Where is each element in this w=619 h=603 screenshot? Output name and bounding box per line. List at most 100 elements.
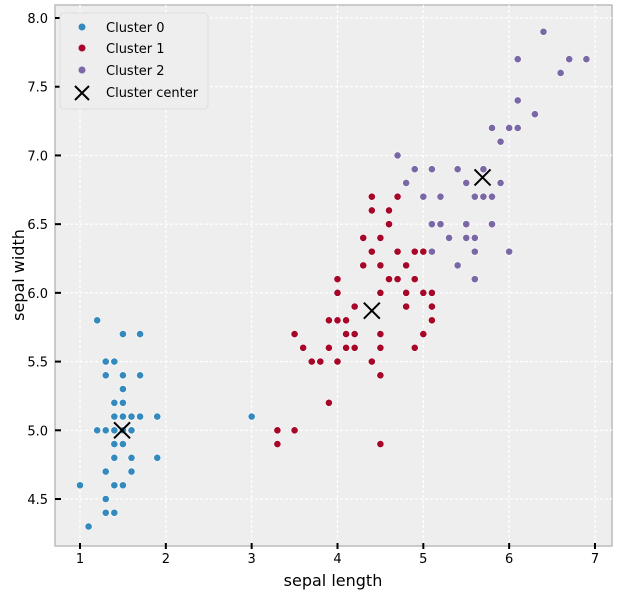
cluster-center-1 bbox=[363, 302, 381, 320]
data-point-cluster-1 bbox=[376, 330, 385, 338]
data-point-cluster-2 bbox=[453, 165, 462, 174]
cluster-center-2 bbox=[473, 168, 492, 187]
data-point-cluster-1 bbox=[367, 357, 376, 366]
legend-marker-center-x-icon bbox=[74, 85, 90, 101]
data-point-cluster-1 bbox=[333, 288, 342, 297]
data-point-cluster-2 bbox=[410, 165, 419, 174]
data-point-cluster-2 bbox=[496, 179, 505, 187]
data-point-cluster-1 bbox=[419, 247, 428, 256]
data-point-cluster-1 bbox=[290, 330, 299, 338]
data-point-cluster-0 bbox=[101, 426, 110, 435]
data-points bbox=[76, 27, 591, 531]
data-point-cluster-0 bbox=[110, 426, 119, 435]
x-tick-label: 5 bbox=[419, 552, 427, 567]
data-point-cluster-1 bbox=[290, 426, 299, 435]
y-tick-label: 7.5 bbox=[27, 81, 48, 96]
data-point-cluster-1 bbox=[342, 316, 350, 325]
data-point-cluster-1 bbox=[350, 330, 359, 338]
data-point-cluster-0 bbox=[119, 371, 127, 380]
legend-label-cluster-1: Cluster 1 bbox=[106, 42, 165, 57]
data-point-cluster-0 bbox=[136, 412, 144, 421]
data-point-cluster-2 bbox=[428, 165, 436, 174]
data-point-cluster-2 bbox=[445, 233, 453, 242]
legend-marker-cluster-2 bbox=[78, 66, 86, 74]
data-point-cluster-1 bbox=[419, 330, 428, 338]
data-point-cluster-1 bbox=[359, 233, 368, 242]
data-point-cluster-0 bbox=[110, 440, 119, 448]
data-point-cluster-0 bbox=[101, 467, 110, 476]
data-point-cluster-1 bbox=[428, 302, 436, 311]
y-tick-label: 6.5 bbox=[27, 218, 48, 233]
data-point-cluster-1 bbox=[333, 316, 342, 325]
data-point-cluster-2 bbox=[419, 192, 428, 201]
data-point-cluster-2 bbox=[488, 192, 496, 201]
x-axis-ticks: 1 2 3 4 5 6 7 bbox=[76, 543, 599, 567]
data-point-cluster-1 bbox=[385, 206, 393, 215]
data-point-cluster-0 bbox=[110, 508, 119, 517]
data-point-cluster-1 bbox=[393, 275, 402, 284]
data-point-cluster-2 bbox=[453, 261, 462, 270]
data-point-cluster-2 bbox=[565, 55, 574, 64]
data-point-cluster-1 bbox=[385, 275, 393, 284]
data-point-cluster-0 bbox=[153, 453, 162, 462]
data-point-cluster-2 bbox=[505, 247, 514, 256]
cluster-center-0 bbox=[113, 421, 131, 439]
data-point-cluster-0 bbox=[93, 316, 102, 325]
legend-marker-cluster-1 bbox=[78, 44, 86, 52]
data-point-cluster-0 bbox=[119, 385, 127, 393]
data-point-cluster-1 bbox=[428, 316, 436, 325]
data-point-cluster-1 bbox=[367, 192, 376, 201]
legend-marker-cluster-0 bbox=[78, 23, 86, 31]
data-point-cluster-0 bbox=[101, 495, 110, 503]
data-point-cluster-2 bbox=[436, 192, 445, 201]
data-point-cluster-1 bbox=[376, 440, 385, 448]
data-point-cluster-1 bbox=[376, 233, 385, 242]
data-point-cluster-0 bbox=[127, 467, 136, 476]
data-point-cluster-2 bbox=[582, 55, 591, 64]
y-axis-label: sepal width bbox=[9, 229, 28, 321]
cluster-centers bbox=[113, 168, 492, 439]
y-tick-label: 8.0 bbox=[27, 12, 48, 27]
data-point-cluster-1 bbox=[325, 343, 333, 352]
data-point-cluster-1 bbox=[376, 288, 385, 297]
legend-label-center: Cluster center bbox=[106, 86, 199, 101]
data-point-cluster-1 bbox=[307, 357, 316, 366]
data-point-cluster-0 bbox=[110, 412, 119, 421]
data-point-cluster-0 bbox=[153, 412, 162, 421]
data-point-cluster-0 bbox=[119, 398, 127, 407]
legend-label-cluster-2: Cluster 2 bbox=[106, 64, 165, 79]
legend-label-cluster-0: Cluster 0 bbox=[106, 21, 165, 36]
data-point-cluster-0 bbox=[119, 481, 127, 490]
data-point-cluster-1 bbox=[350, 302, 359, 311]
data-point-cluster-0 bbox=[127, 412, 136, 421]
y-tick-label: 6.0 bbox=[27, 287, 48, 302]
data-point-cluster-1 bbox=[325, 316, 333, 325]
data-point-cluster-1 bbox=[385, 220, 393, 229]
x-tick-label: 6 bbox=[505, 552, 513, 567]
y-tick-label: 5.5 bbox=[27, 356, 48, 371]
data-point-cluster-0 bbox=[93, 426, 102, 435]
data-point-cluster-1 bbox=[428, 288, 436, 297]
data-point-cluster-2 bbox=[513, 124, 522, 132]
data-point-cluster-1 bbox=[342, 343, 350, 352]
data-point-cluster-1 bbox=[376, 371, 385, 380]
data-point-cluster-1 bbox=[419, 288, 428, 297]
data-point-cluster-0 bbox=[101, 508, 110, 517]
data-point-cluster-0 bbox=[110, 398, 119, 407]
data-point-cluster-2 bbox=[479, 165, 488, 174]
data-point-cluster-2 bbox=[513, 96, 522, 105]
data-point-cluster-2 bbox=[462, 179, 471, 187]
data-point-cluster-2 bbox=[462, 233, 471, 242]
data-point-cluster-0 bbox=[110, 357, 119, 366]
data-point-cluster-1 bbox=[342, 330, 350, 338]
data-point-cluster-2 bbox=[505, 124, 514, 132]
data-point-cluster-0 bbox=[136, 371, 144, 380]
data-point-cluster-0 bbox=[84, 522, 93, 531]
x-tick-label: 2 bbox=[162, 552, 170, 567]
data-point-cluster-1 bbox=[376, 261, 385, 270]
y-tick-label: 5.0 bbox=[27, 424, 48, 439]
data-point-cluster-1 bbox=[376, 343, 385, 352]
data-point-cluster-1 bbox=[410, 247, 419, 256]
data-point-cluster-2 bbox=[462, 220, 471, 229]
